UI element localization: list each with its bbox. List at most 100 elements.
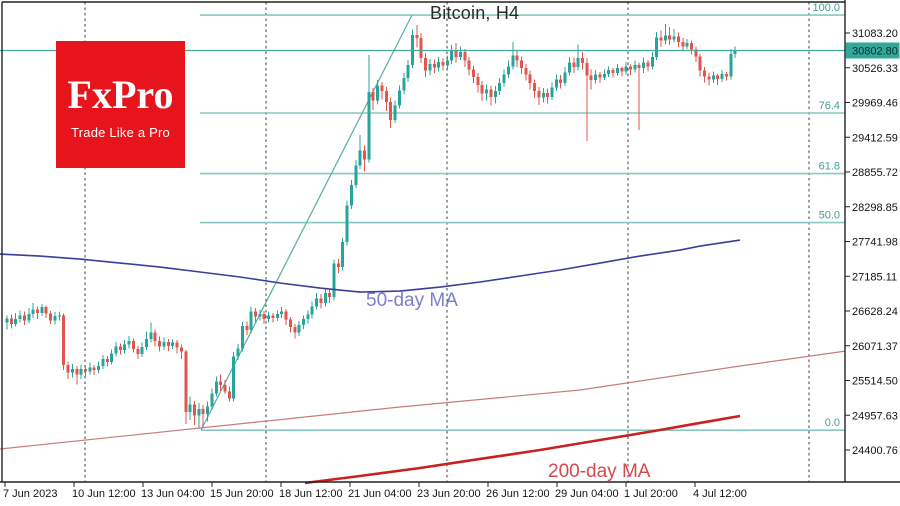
candle-up <box>655 37 659 57</box>
candle-down <box>319 298 323 303</box>
candle-up <box>376 85 380 101</box>
fib-retracement-tool[interactable]: 100.0 76.4 61.8 50.0 0.0 <box>200 2 845 431</box>
candle-up <box>711 75 715 80</box>
candle-up <box>720 73 724 79</box>
ma-line-200-day MA <box>304 414 741 485</box>
candle-down <box>328 292 332 298</box>
candle-up <box>70 368 74 373</box>
chart-title: Bitcoin, H4 <box>430 3 520 23</box>
y-axis-tick-label: 31083.20 <box>852 28 898 40</box>
candle-down <box>589 75 593 81</box>
candle-up <box>594 74 598 81</box>
candle-down <box>676 36 680 42</box>
candle-up <box>458 51 462 57</box>
candle-up <box>485 89 489 94</box>
ma-line-50-day MA <box>0 239 741 293</box>
candle-down <box>637 65 641 69</box>
candle-down <box>254 311 258 317</box>
candle-down <box>611 70 615 74</box>
fib-level-label: 100.0 <box>812 2 840 14</box>
candle-down <box>66 365 70 373</box>
candle-down <box>419 38 423 59</box>
candle-up <box>445 60 449 66</box>
candle-down <box>707 76 711 80</box>
x-axis-tick-label: 21 Jun 04:00 <box>348 488 412 500</box>
y-axis-labels: 31083.20 30526.33 29969.46 29412.59 28855.72… <box>845 28 898 457</box>
moving-average-lines[interactable] <box>0 239 741 485</box>
x-axis-tick-label: 23 Jun 20:00 <box>417 488 481 500</box>
candle-down <box>179 347 183 352</box>
candle-down <box>184 351 188 412</box>
candle-down <box>380 85 384 92</box>
candle-down <box>62 315 66 366</box>
candle-up <box>323 292 327 303</box>
candle-up <box>367 91 371 160</box>
y-axis-tick-label: 29969.46 <box>852 98 898 110</box>
candle-up <box>624 66 628 72</box>
candle-up <box>498 83 502 92</box>
candle-up <box>563 72 567 84</box>
candle-down <box>415 35 419 39</box>
candle-up <box>114 346 118 354</box>
candle-down <box>227 391 231 399</box>
fxpro-logo: FxPro Trade Like a Pro <box>56 41 185 168</box>
candle-down <box>620 68 624 72</box>
candle-up <box>493 91 497 97</box>
fib-level-label: 50.0 <box>819 210 840 222</box>
candle-down <box>9 318 13 324</box>
candle-up <box>550 87 554 97</box>
candle-up <box>140 347 144 354</box>
candle-down <box>533 83 537 92</box>
candle-up <box>14 319 18 324</box>
candle-up <box>258 314 262 317</box>
candle-up <box>567 62 571 73</box>
candle-up <box>210 393 214 407</box>
candle-down <box>192 404 196 416</box>
candle-up <box>97 365 101 371</box>
candle-down <box>463 51 467 61</box>
candle-up <box>341 242 345 268</box>
x-axis-tick-label: 26 Jun 12:00 <box>486 488 550 500</box>
candle-up <box>18 315 22 320</box>
candle-up <box>206 406 210 414</box>
axes <box>0 0 900 483</box>
y-axis-tick-label: 27185.11 <box>852 271 897 283</box>
support-trendline <box>0 350 846 450</box>
y-axis-tick-label: 27741.98 <box>852 237 898 249</box>
support-trendline[interactable] <box>0 350 846 450</box>
y-axis-tick-label: 26071.37 <box>852 341 898 353</box>
candle-down <box>153 332 157 341</box>
candle-up <box>171 342 175 346</box>
candle-down <box>572 62 576 67</box>
candle-down <box>288 319 292 328</box>
candle-up <box>406 65 410 79</box>
candle-down <box>703 70 707 77</box>
candle-down <box>476 76 480 85</box>
candle-down <box>519 60 523 69</box>
candle-up <box>40 307 44 313</box>
candle-up <box>576 58 580 67</box>
candle-down <box>528 74 532 84</box>
candle-up <box>267 315 271 320</box>
x-axis-tick-label: 15 Jun 20:00 <box>210 488 274 500</box>
candle-down <box>724 73 728 77</box>
candle-down <box>537 91 541 98</box>
candle-up <box>310 306 314 315</box>
candle-down <box>136 348 140 354</box>
candle-up <box>249 311 253 331</box>
candle-up <box>110 353 114 363</box>
candle-down <box>489 89 493 97</box>
candle-down <box>389 101 393 120</box>
candle-down <box>698 56 702 71</box>
candle-down <box>515 55 519 61</box>
candle-down <box>223 385 227 392</box>
candle-down <box>668 35 672 40</box>
candle-down <box>284 311 288 320</box>
candle-up <box>53 315 57 321</box>
candlesticks <box>5 23 737 429</box>
candle-up <box>162 342 166 347</box>
y-axis-tick-label: 25514.50 <box>852 376 898 388</box>
x-axis-tick-label: 13 Jun 04:00 <box>141 488 205 500</box>
